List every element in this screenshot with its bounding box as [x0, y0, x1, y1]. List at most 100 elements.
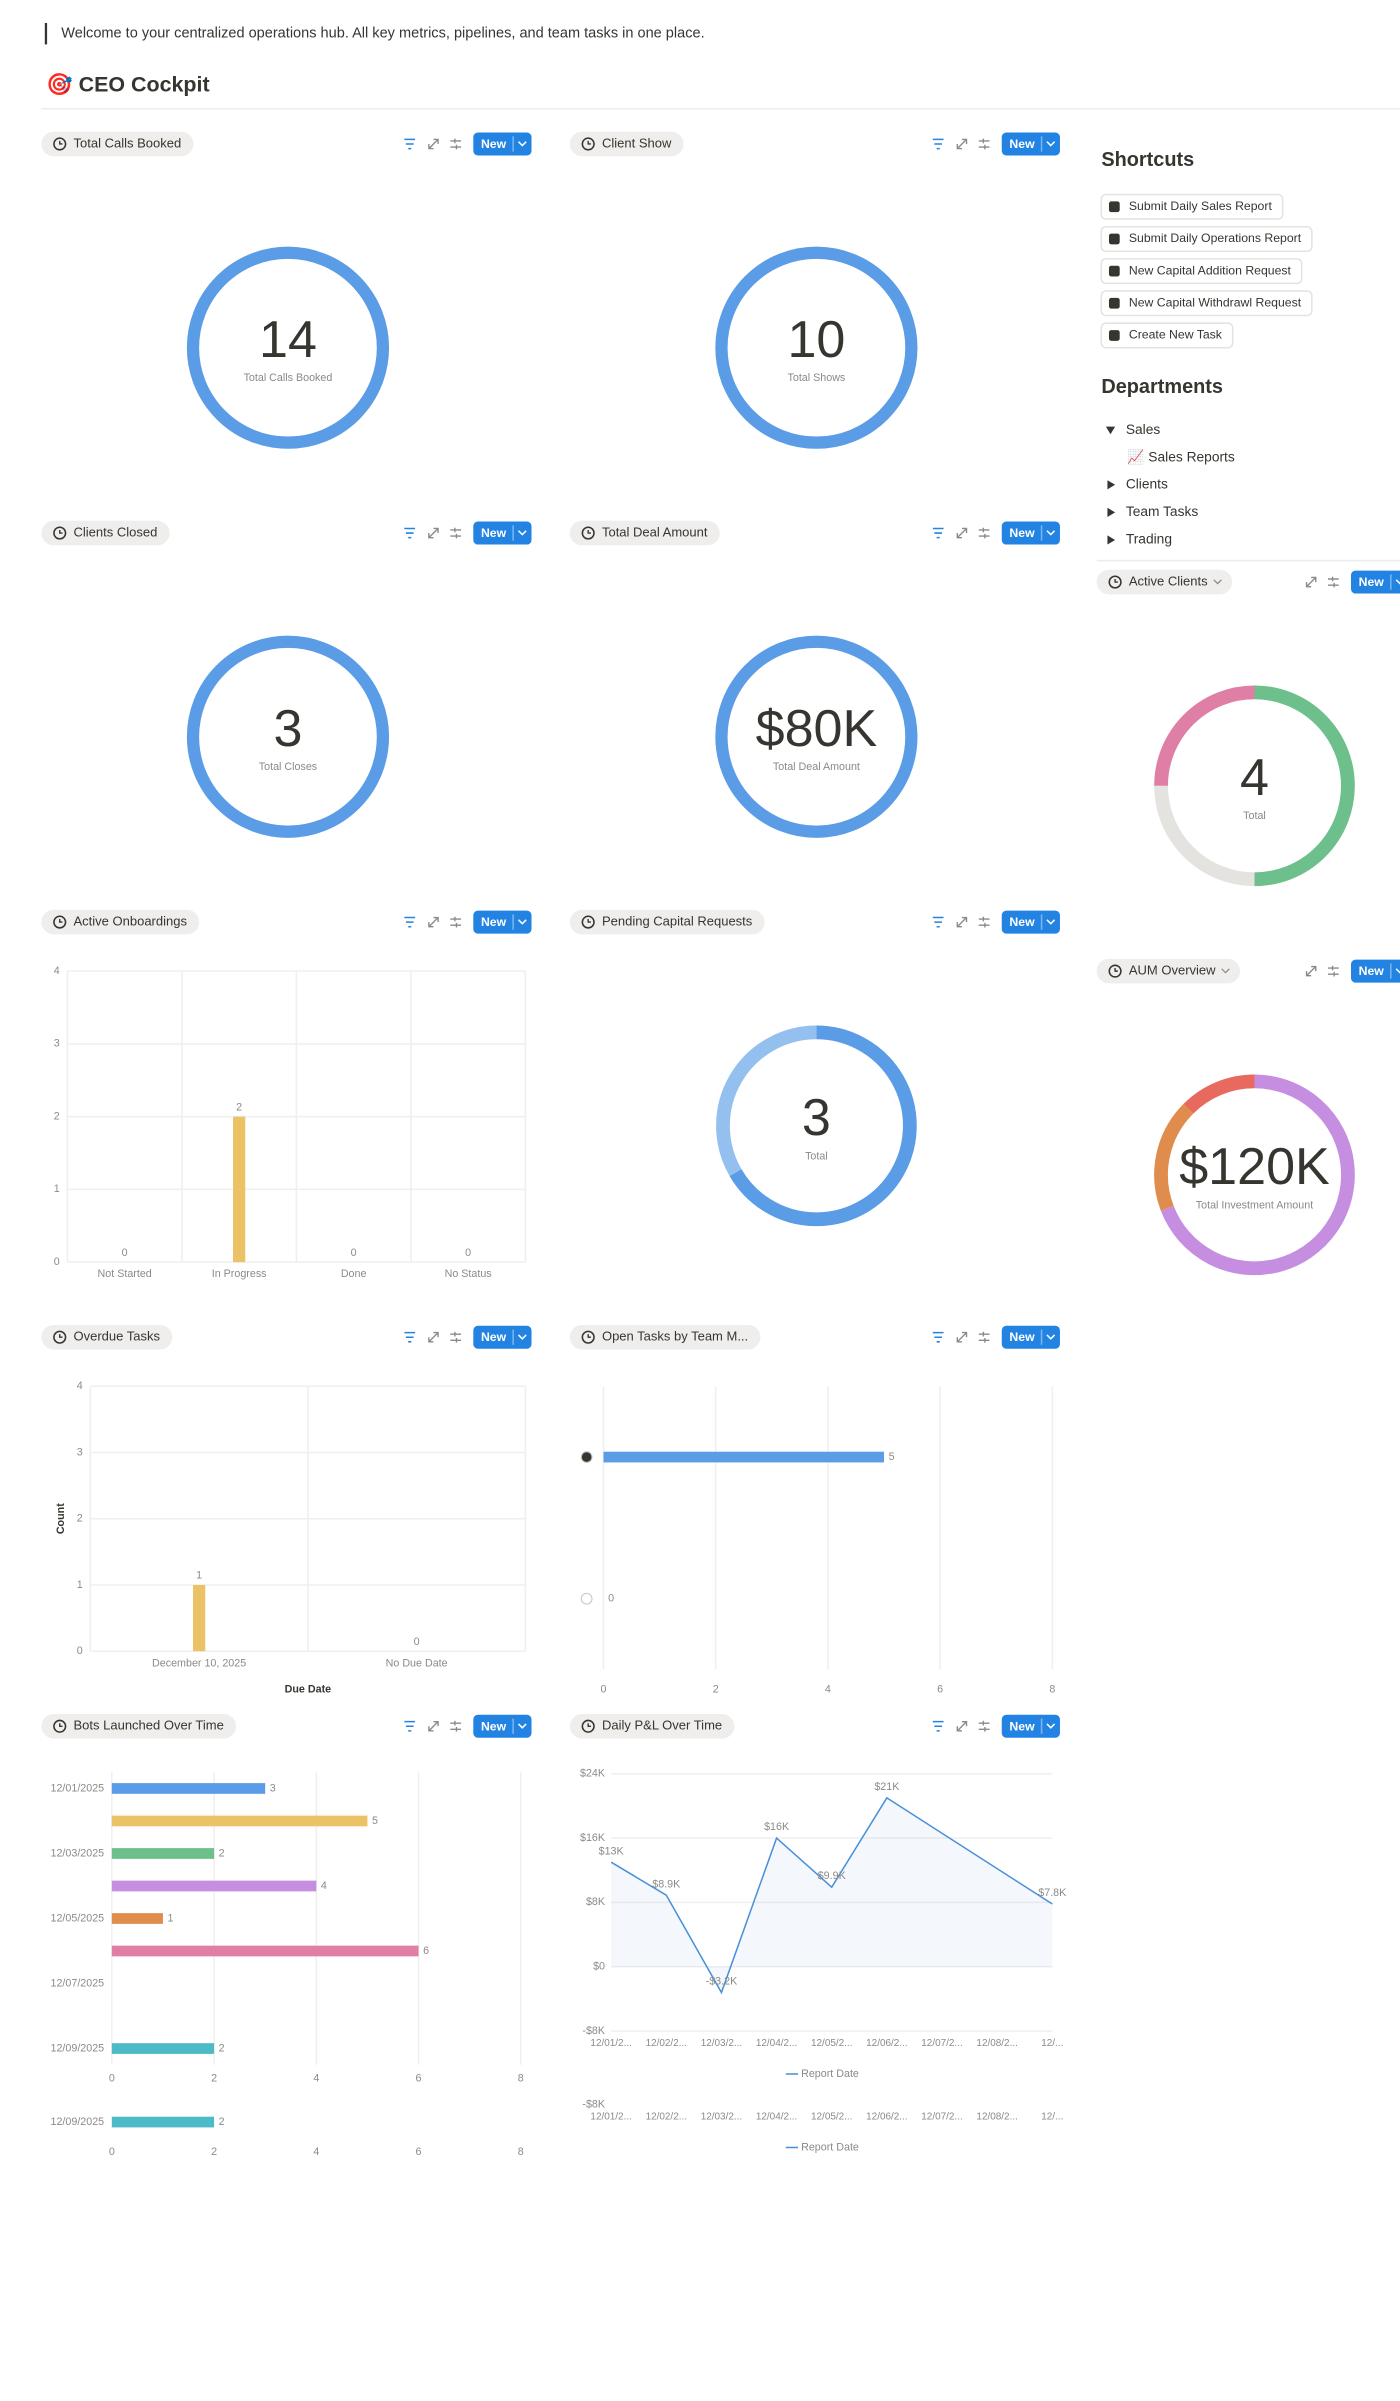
expand-icon[interactable] — [956, 527, 968, 539]
clock-icon — [581, 1719, 595, 1733]
toggle-closed[interactable] — [1107, 507, 1116, 517]
widget-title-pill[interactable] — [41, 520, 170, 546]
settings-icon[interactable] — [1328, 965, 1339, 977]
filter-icon[interactable] — [404, 1720, 416, 1732]
expand-icon[interactable] — [1305, 576, 1317, 588]
settings-icon[interactable] — [978, 916, 990, 928]
bar-value-label: 2 — [236, 1101, 242, 1113]
shortcut-button[interactable] — [1100, 322, 1234, 349]
y-tick-label: 2 — [77, 1513, 83, 1525]
tree-item[interactable]: Clients — [1126, 476, 1168, 491]
new-button[interactable] — [473, 1714, 532, 1738]
expand-icon[interactable] — [428, 527, 439, 539]
new-button[interactable] — [473, 1325, 532, 1349]
widget-title-pill[interactable] — [569, 1714, 735, 1739]
new-button-label: New — [1009, 915, 1035, 929]
clock-icon — [1114, 968, 1118, 972]
new-button[interactable] — [1001, 1325, 1060, 1349]
widget-title-pill[interactable] — [41, 1324, 173, 1350]
widget-title-pill[interactable] — [569, 909, 765, 935]
donut-total: $120K — [1179, 1138, 1330, 1196]
settings-icon[interactable] — [450, 138, 462, 150]
shortcut-button[interactable] — [1100, 193, 1284, 220]
settings-icon[interactable] — [450, 916, 462, 928]
new-button-label: New — [1009, 1719, 1035, 1733]
donut-segment — [1160, 1074, 1355, 1276]
widget-title-pill[interactable] — [41, 909, 200, 935]
toggle-open[interactable] — [1105, 426, 1116, 435]
expand-icon[interactable] — [956, 138, 968, 150]
widget-title-pill[interactable] — [569, 131, 684, 157]
new-button[interactable] — [1350, 959, 1400, 983]
donut-segment — [1154, 1103, 1194, 1211]
donut-segment — [1154, 785, 1255, 887]
bar-value-label: 0 — [414, 1636, 420, 1648]
settings-icon[interactable] — [978, 1720, 990, 1732]
expand-icon[interactable] — [1305, 965, 1317, 977]
new-button[interactable] — [1001, 521, 1060, 545]
x-tick-label: 12/04/2... — [756, 2038, 797, 2049]
tree-item[interactable]: Trading — [1126, 532, 1172, 547]
expand-icon[interactable] — [428, 1720, 439, 1732]
toggle-closed[interactable] — [1107, 535, 1116, 545]
widget-title-pill[interactable] — [569, 520, 720, 546]
new-button[interactable] — [1001, 132, 1060, 156]
settings-icon[interactable] — [450, 1720, 462, 1732]
widget-title: Bots Launched Over Time — [74, 1718, 224, 1733]
donut-total: 4 — [1240, 749, 1269, 807]
widget-title-pill[interactable] — [41, 131, 194, 157]
settings-icon[interactable] — [450, 527, 462, 539]
y-tick-label: 12/09/2025 — [51, 2042, 105, 2054]
new-button[interactable] — [1001, 1714, 1060, 1738]
widget-title: Clients Closed — [74, 524, 158, 539]
y-tick-label: 3 — [54, 1038, 60, 1050]
expand-icon[interactable] — [956, 916, 968, 928]
bar-value-label: 0 — [465, 1247, 471, 1259]
widget-title-pill[interactable] — [1096, 569, 1233, 595]
metric-value: $80K — [756, 700, 878, 758]
donut-segment — [1254, 685, 1355, 887]
settings-icon[interactable] — [1328, 576, 1339, 588]
shortcut-button[interactable] — [1100, 258, 1303, 285]
tree-item[interactable]: Team Tasks — [1126, 504, 1199, 519]
settings-icon[interactable] — [978, 527, 990, 539]
settings-icon[interactable] — [450, 1331, 462, 1343]
filter-icon[interactable] — [404, 527, 416, 539]
settings-icon[interactable] — [978, 1331, 990, 1343]
new-button[interactable] — [1001, 910, 1060, 934]
clock-icon — [53, 137, 67, 151]
new-button[interactable] — [473, 132, 532, 156]
expand-icon[interactable] — [428, 138, 439, 150]
new-button[interactable] — [1350, 570, 1400, 594]
new-button[interactable] — [473, 521, 532, 545]
x-tick-label: 12/06/2... — [866, 2038, 907, 2049]
filter-icon[interactable] — [932, 138, 944, 150]
x-tick-label: 12/07/2... — [921, 2038, 962, 2049]
expand-icon[interactable] — [428, 916, 439, 928]
tree-child[interactable]: 📈 Sales Reports — [1127, 449, 1235, 466]
x-tick-label: 6 — [416, 2072, 422, 2084]
new-button[interactable] — [473, 910, 532, 934]
widget-title-pill[interactable] — [41, 1714, 237, 1739]
shortcut-button[interactable] — [1100, 225, 1313, 252]
filter-icon[interactable] — [404, 1331, 416, 1343]
settings-icon[interactable] — [978, 138, 990, 150]
tree-item[interactable]: Sales — [1126, 422, 1161, 437]
toggle-closed[interactable] — [1107, 480, 1116, 490]
filter-icon[interactable] — [932, 916, 944, 928]
filter-icon[interactable] — [404, 138, 416, 150]
filter-icon[interactable] — [932, 1720, 944, 1732]
clock-icon — [587, 1334, 591, 1338]
shortcut-button[interactable] — [1100, 290, 1313, 317]
expand-icon[interactable] — [956, 1331, 968, 1343]
filter-icon[interactable] — [404, 916, 416, 928]
filter-icon[interactable] — [932, 527, 944, 539]
title-chevron — [1213, 579, 1222, 585]
heading: 🎯 CEO Cockpit — [46, 72, 210, 96]
widget-title-pill[interactable] — [569, 1324, 761, 1350]
x-axis-label: Due Date — [285, 1683, 331, 1695]
filter-icon[interactable] — [932, 1331, 944, 1343]
expand-icon[interactable] — [956, 1720, 968, 1732]
expand-icon[interactable] — [428, 1331, 439, 1343]
widget-title-pill[interactable] — [1096, 958, 1241, 984]
